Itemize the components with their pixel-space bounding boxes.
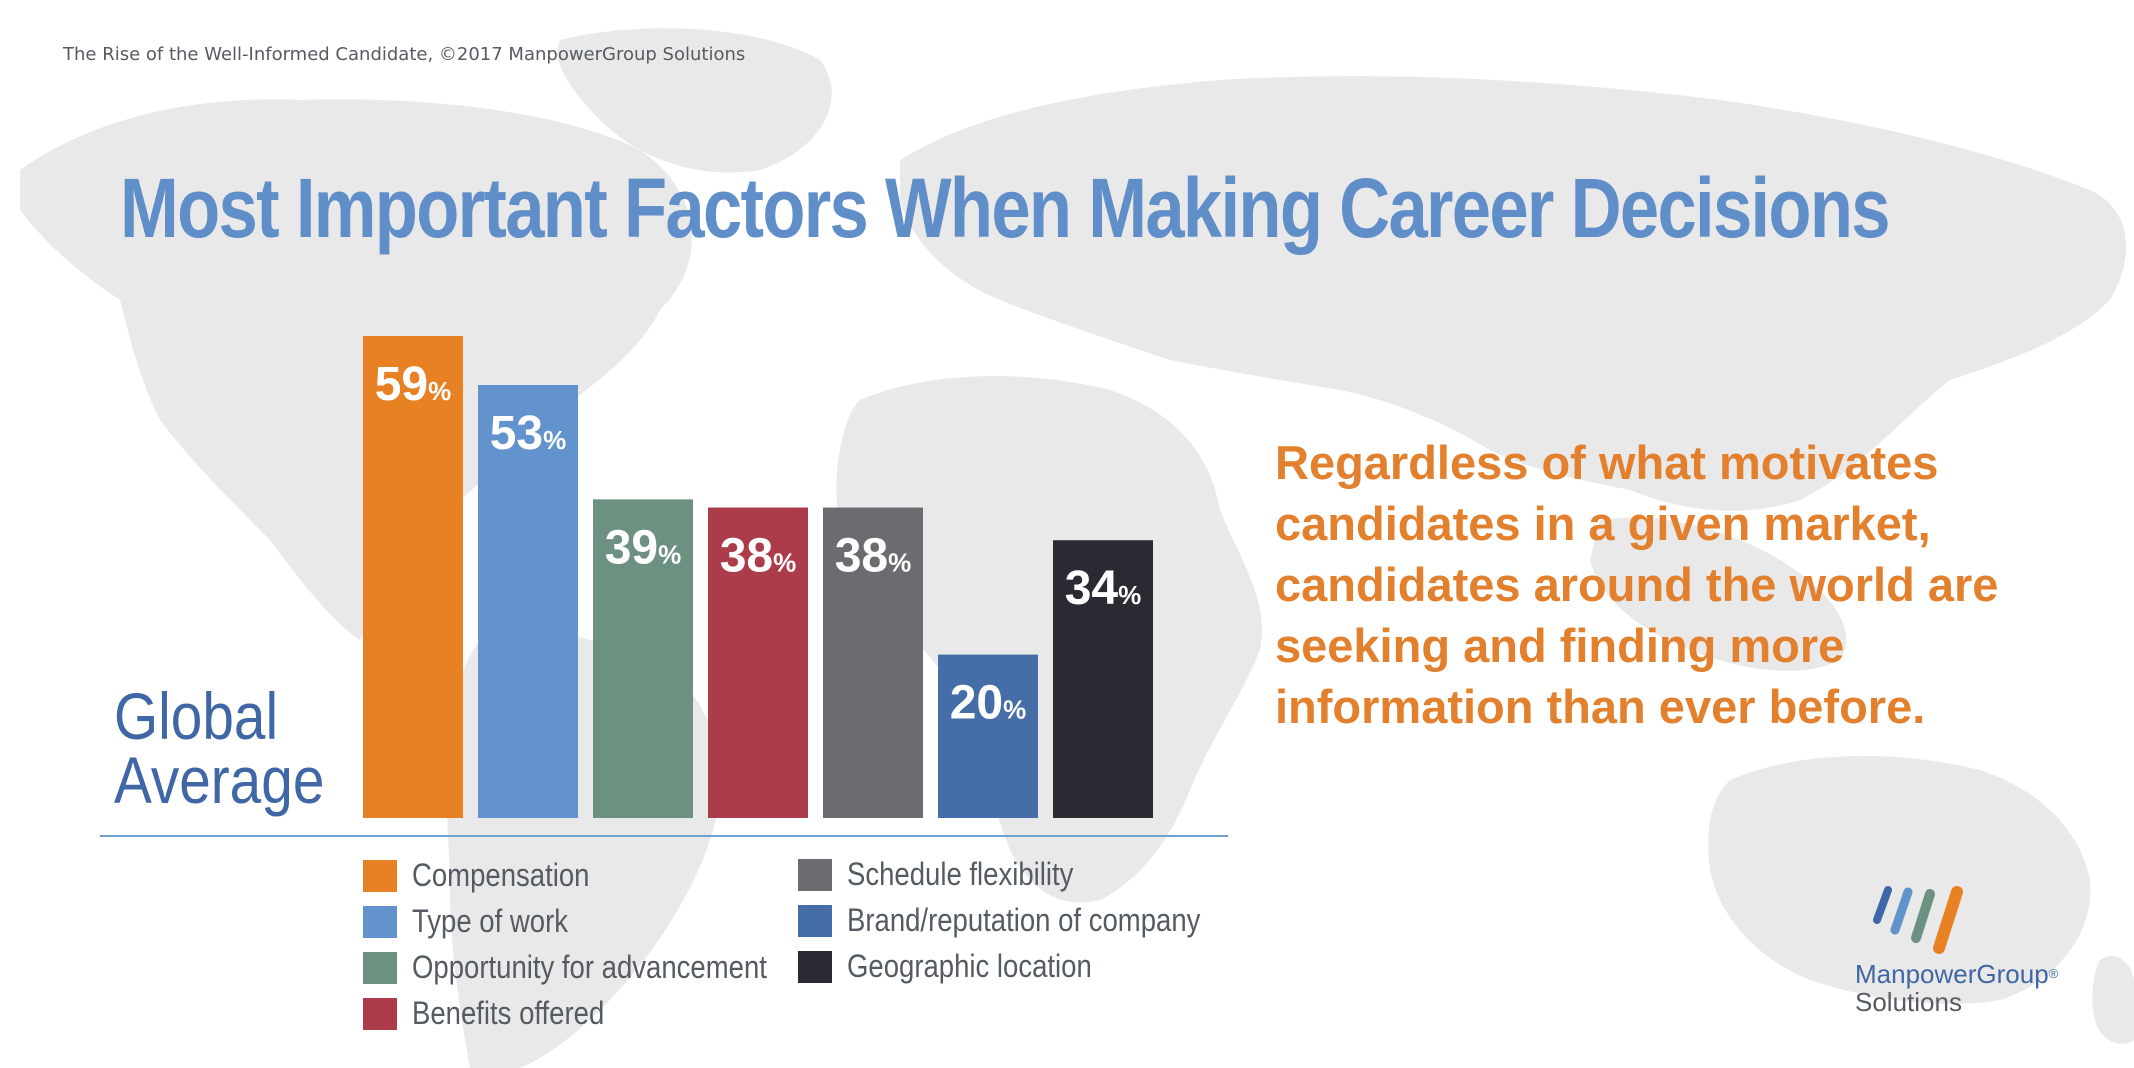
bar-value-unit: % xyxy=(1003,695,1026,725)
bar-value-unit: % xyxy=(773,548,796,578)
southeast-asia-shape xyxy=(1590,517,1847,671)
legend-swatch xyxy=(363,997,397,1030)
australia-shape xyxy=(1708,756,2091,1004)
bar-value-label: 34% xyxy=(1065,562,1142,615)
bar-value-number: 20 xyxy=(950,677,1003,730)
bar-value-label: 59% xyxy=(375,358,452,411)
group-label: Global Average xyxy=(114,679,325,817)
legend-swatch xyxy=(798,904,832,937)
legend-label: Schedule flexibility xyxy=(847,856,1074,892)
chart-title: Most Important Factors When Making Caree… xyxy=(120,161,1891,255)
bar-value-number: 59 xyxy=(375,358,428,411)
manpowergroup-stripes-logo-icon xyxy=(1873,886,1963,954)
legend-item: Geographic location xyxy=(798,948,1132,985)
legend-item: Schedule flexibility xyxy=(798,856,1110,893)
legend-label: Type of work xyxy=(412,903,569,939)
bar-value-unit: % xyxy=(888,548,911,578)
bar-value-number: 38 xyxy=(835,530,888,583)
logo-name: ManpowerGroup xyxy=(1855,959,2049,989)
legend-swatch xyxy=(363,951,397,984)
bar-3 xyxy=(593,499,693,818)
legend-item: Brand/reputation of company xyxy=(798,902,1258,939)
logo-subtitle: Solutions xyxy=(1855,987,1962,1017)
bar-value-unit: % xyxy=(428,376,451,406)
legend-swatch xyxy=(798,858,832,891)
bar-value-label: 20% xyxy=(950,677,1027,730)
greenland-shape xyxy=(557,28,832,173)
bar-value-label: 39% xyxy=(605,521,682,574)
legend-swatch xyxy=(363,905,397,938)
new-zealand-shape xyxy=(2092,956,2134,1044)
group-label-line-2: Average xyxy=(114,743,325,817)
legend-item: Benefits offered xyxy=(363,995,636,1032)
source-note: The Rise of the Well-Informed Candidate,… xyxy=(63,44,746,65)
bar-4 xyxy=(708,507,808,818)
bar-1 xyxy=(363,335,463,818)
africa-shape xyxy=(836,376,1262,903)
bar-value-label: 38% xyxy=(720,530,797,583)
bar-2 xyxy=(478,384,578,818)
group-label-line-1: Global xyxy=(114,679,279,753)
bar-value-label: 38% xyxy=(835,530,912,583)
bar-value-unit: % xyxy=(658,539,681,569)
baseline-divider xyxy=(100,835,1228,837)
logo-registered-mark: ® xyxy=(2048,966,2059,981)
bar-value-label: 53% xyxy=(490,407,567,460)
legend-label: Brand/reputation of company xyxy=(847,902,1201,938)
europe-asia-shape xyxy=(900,76,2127,511)
bar-value-number: 39 xyxy=(605,521,658,574)
north-america-shape xyxy=(20,99,693,640)
legend-swatch xyxy=(363,859,397,892)
legend-item: Opportunity for advancement xyxy=(363,949,825,986)
callout-text: Regardless of what motivates candidates … xyxy=(1275,436,1999,733)
legend-label: Opportunity for advancement xyxy=(412,949,767,985)
bar-value-unit: % xyxy=(1118,580,1141,610)
bar-value-number: 38 xyxy=(720,530,773,583)
bar-value-unit: % xyxy=(543,425,566,455)
legend-item: Type of work xyxy=(363,903,593,940)
bar-value-number: 34 xyxy=(1065,562,1119,615)
logo-wordmark: ManpowerGroup® Solutions xyxy=(1855,960,2058,1016)
legend-label: Geographic location xyxy=(847,948,1092,984)
legend-label: Benefits offered xyxy=(412,995,605,1031)
legend-label: Compensation xyxy=(412,857,590,893)
legend-swatch xyxy=(798,950,832,983)
bar-6 xyxy=(938,654,1038,818)
bar-7 xyxy=(1053,540,1153,818)
bar-value-number: 53 xyxy=(490,407,543,460)
bar-5 xyxy=(823,507,923,818)
legend-item: Compensation xyxy=(363,857,618,894)
